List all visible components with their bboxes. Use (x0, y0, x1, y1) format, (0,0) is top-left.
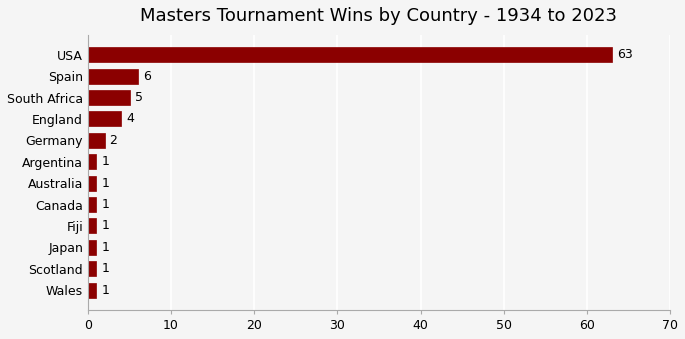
Text: 1: 1 (101, 241, 109, 254)
Bar (88, 261, 97, 276)
Bar (88, 47, 612, 62)
Text: 1: 1 (101, 198, 109, 211)
Text: 1: 1 (101, 219, 109, 233)
Text: 63: 63 (616, 48, 632, 61)
Text: 1: 1 (101, 283, 109, 297)
Bar (88, 133, 105, 148)
Text: 1: 1 (101, 155, 109, 168)
Bar (88, 176, 97, 191)
Text: 6: 6 (142, 70, 151, 83)
Bar (88, 282, 97, 298)
Bar (88, 69, 138, 84)
Text: 5: 5 (134, 91, 142, 104)
Text: 2: 2 (110, 134, 117, 147)
Bar (88, 154, 97, 169)
Bar (88, 218, 97, 233)
Text: 1: 1 (101, 177, 109, 190)
Text: 1: 1 (101, 262, 109, 275)
Bar (88, 240, 97, 255)
Title: Masters Tournament Wins by Country - 1934 to 2023: Masters Tournament Wins by Country - 193… (140, 7, 617, 25)
Bar (88, 197, 97, 212)
Bar (88, 112, 121, 126)
Text: 4: 4 (126, 113, 134, 125)
Bar (88, 90, 129, 105)
